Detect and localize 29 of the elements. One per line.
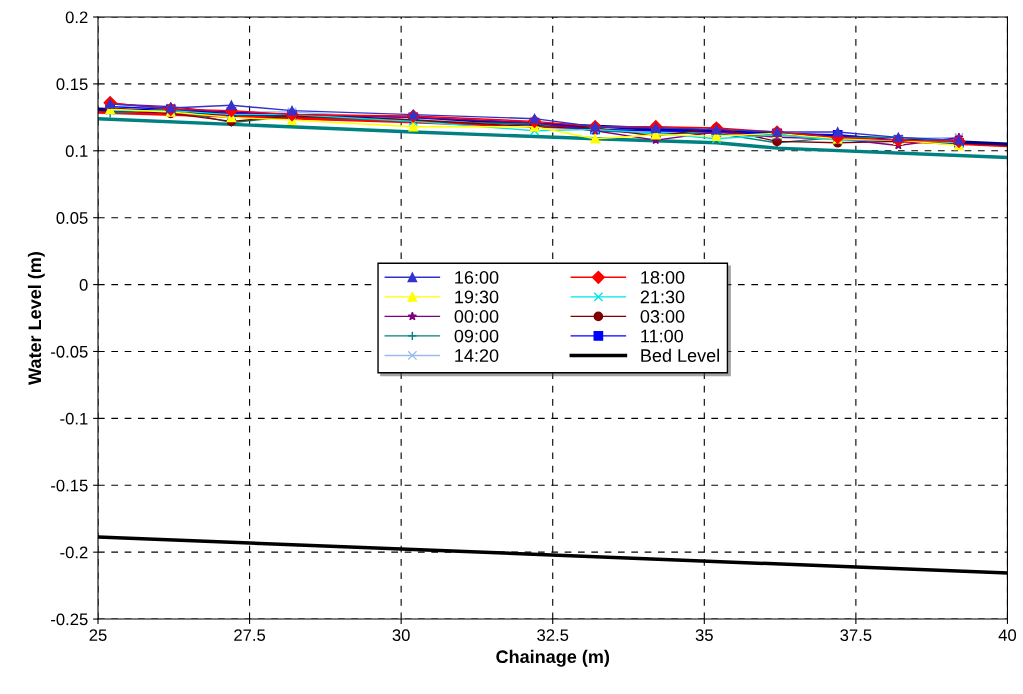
y-tick-label: -0.2 (60, 546, 88, 559)
y-tick-label: -0.15 (51, 479, 88, 492)
x-axis-title: Chainage (m) (496, 649, 610, 667)
y-axis-title: Water Level (m) (27, 252, 45, 385)
y-tick-label: 0.1 (65, 145, 88, 157)
y-tick-label: 0.2 (65, 11, 88, 24)
x-tick-label: 37.5 (840, 629, 872, 642)
x-tick-label: 32.5 (537, 629, 569, 642)
y-tick-label: 0.15 (56, 78, 88, 91)
legend-label: Bed Level (641, 348, 719, 362)
legend-label: 11:00 (641, 329, 684, 343)
x-tick-label: 40 (998, 629, 1017, 642)
legend-label: 19:30 (455, 290, 499, 304)
y-tick-label: 0.05 (56, 212, 88, 224)
legend-label: 21:30 (640, 290, 685, 304)
x-tick-label: 25 (89, 629, 107, 642)
legend-label: 03:00 (640, 310, 685, 323)
legend-label: 14:20 (455, 349, 499, 362)
legend-label: 09:00 (454, 329, 499, 343)
legend-label: 00:00 (454, 310, 499, 323)
x-tick-label: 30 (392, 629, 410, 642)
legend-label: 18:00 (641, 271, 685, 284)
legend-label: 16:00 (455, 271, 499, 284)
y-tick-label: -0.25 (51, 613, 88, 626)
x-tick-label: 35 (695, 629, 713, 642)
y-tick-label: -0.05 (51, 345, 88, 358)
x-tick-label: 27.5 (234, 629, 266, 642)
y-tick-label: -0.1 (60, 412, 88, 425)
y-tick-label: 0 (79, 278, 88, 291)
